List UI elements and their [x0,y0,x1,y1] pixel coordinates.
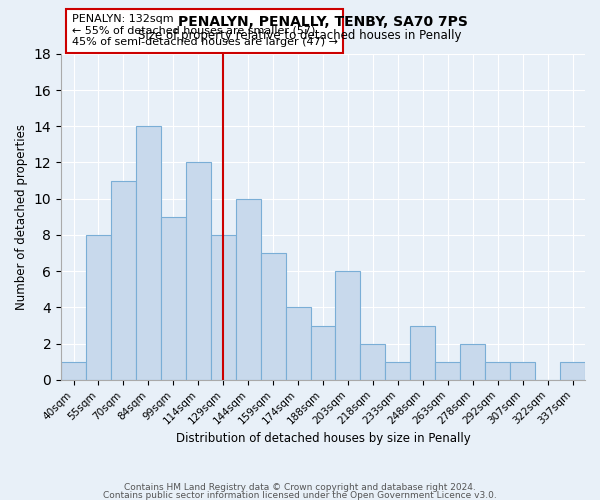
Text: PENALYN: 132sqm
← 55% of detached houses are smaller (57)
45% of semi-detached h: PENALYN: 132sqm ← 55% of detached houses… [71,14,338,48]
Bar [286,308,311,380]
Y-axis label: Number of detached properties: Number of detached properties [15,124,28,310]
Bar [335,271,361,380]
Bar [311,326,335,380]
Bar [510,362,535,380]
Bar [86,235,111,380]
Bar [61,362,86,380]
Text: Contains HM Land Registry data © Crown copyright and database right 2024.: Contains HM Land Registry data © Crown c… [124,483,476,492]
X-axis label: Distribution of detached houses by size in Penally: Distribution of detached houses by size … [176,432,470,445]
Bar [211,235,236,380]
Title: PENALYN, PENALLY, TENBY, SA70 7PS: PENALYN, PENALLY, TENBY, SA70 7PS [178,15,468,29]
Bar [186,162,211,380]
Text: Contains public sector information licensed under the Open Government Licence v3: Contains public sector information licen… [103,490,497,500]
Bar [236,198,260,380]
Bar [385,362,410,380]
Bar [111,180,136,380]
Bar [260,253,286,380]
Bar [136,126,161,380]
Bar [361,344,385,380]
Bar [435,362,460,380]
Bar [410,326,435,380]
Bar [560,362,585,380]
Bar [485,362,510,380]
Bar [460,344,485,380]
Text: Size of property relative to detached houses in Penally: Size of property relative to detached ho… [138,28,462,42]
Bar [161,217,186,380]
